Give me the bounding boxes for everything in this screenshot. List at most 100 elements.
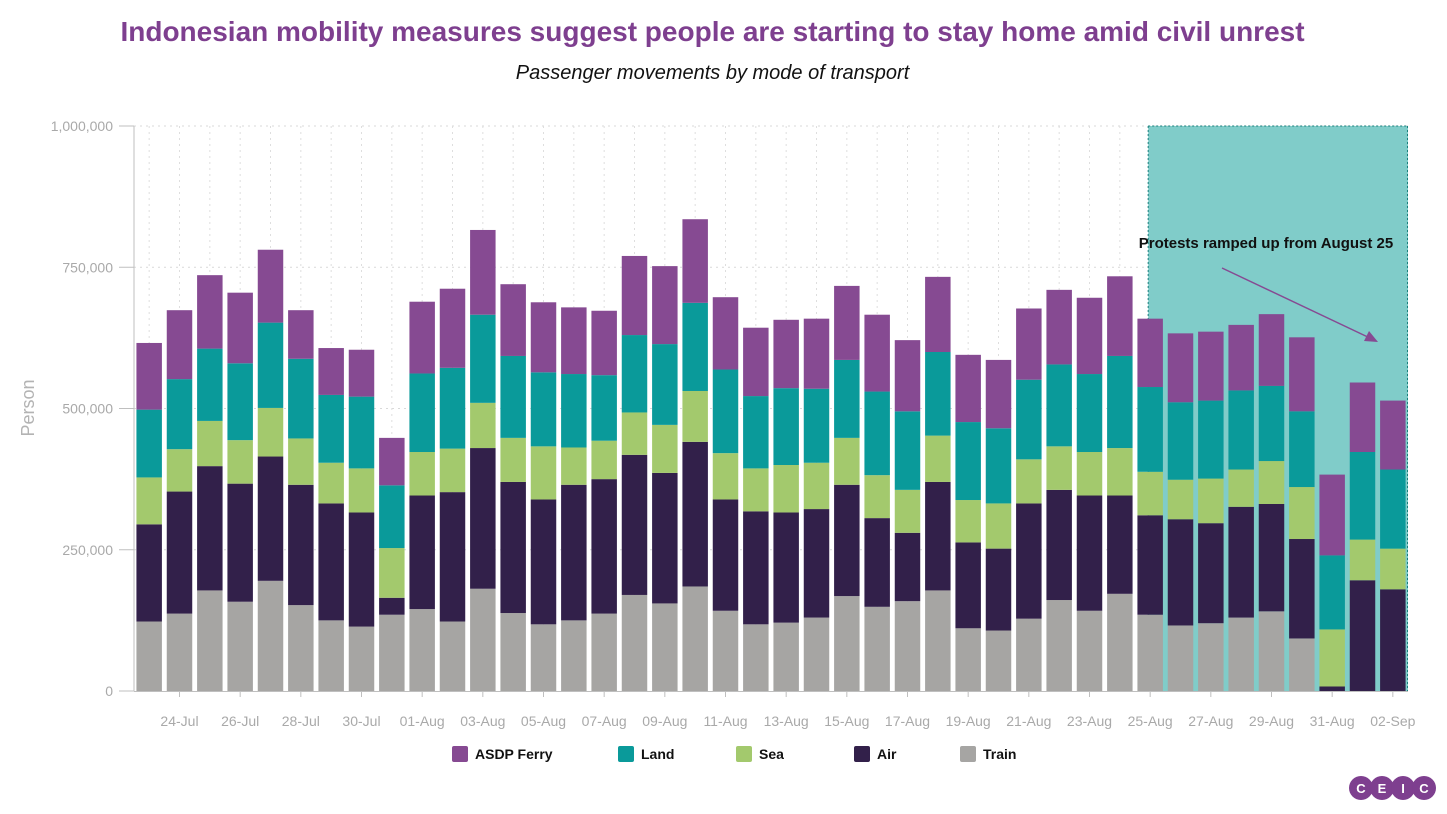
bar-sea: [348, 468, 375, 513]
bar-asdp-ferry: [227, 292, 253, 364]
bar-asdp-ferry: [379, 437, 405, 486]
x-tick-label: 31-Aug: [1310, 713, 1355, 729]
bar-sea: [318, 462, 344, 504]
x-tick-label: 30-Jul: [342, 713, 380, 729]
annotation-text: Protests ramped up from August 25: [1139, 235, 1394, 252]
chart-subtitle: Passenger movements by mode of transport: [515, 62, 910, 84]
bar-air: [318, 503, 344, 621]
legend-label: Sea: [759, 746, 784, 762]
bar-train: [682, 586, 708, 691]
logo-letter: E: [1370, 776, 1394, 800]
bar-land: [136, 409, 162, 478]
bar-land: [985, 428, 1012, 504]
bar-sea: [288, 438, 314, 485]
bar-air: [621, 454, 648, 595]
bar-asdp-ferry: [591, 310, 617, 376]
bar-land: [864, 391, 890, 476]
bar-air: [1349, 580, 1376, 691]
x-tick-label: 01-Aug: [400, 713, 445, 729]
x-tick-label: 11-Aug: [703, 713, 747, 729]
y-axis-label: Person: [18, 379, 38, 436]
bar-asdp-ferry: [318, 348, 344, 395]
bar-train: [288, 605, 314, 691]
bar-land: [803, 388, 830, 463]
bar-air: [925, 481, 951, 591]
bar-train: [1076, 610, 1103, 691]
bar-train: [318, 620, 344, 691]
bar-asdp-ferry: [530, 302, 557, 373]
bar-sea: [257, 407, 284, 457]
bar-asdp-ferry: [166, 310, 193, 380]
bar-sea: [1198, 478, 1224, 524]
bars: [136, 219, 1406, 691]
bar-land: [743, 396, 769, 469]
bar-asdp-ferry: [1076, 297, 1103, 375]
bar-sea: [925, 435, 951, 482]
bar-land: [652, 344, 678, 425]
x-tick-label: 07-Aug: [582, 713, 627, 729]
bar-sea: [1380, 548, 1406, 590]
bar-sea: [803, 462, 830, 510]
logo-letter: I: [1391, 776, 1415, 800]
bar-land: [470, 314, 496, 403]
x-tick-label: 25-Aug: [1128, 713, 1173, 729]
bar-asdp-ferry: [743, 327, 769, 397]
bar-train: [1167, 625, 1194, 691]
bar-train: [985, 630, 1012, 691]
bar-train: [894, 601, 921, 691]
bar-land: [591, 375, 617, 441]
bar-sea: [1228, 469, 1254, 507]
bar-air: [1137, 515, 1163, 615]
bar-train: [803, 617, 830, 691]
bar-land: [1046, 364, 1072, 447]
bar-train: [166, 613, 193, 691]
bar-sea: [1289, 487, 1315, 540]
bar-sea: [500, 437, 526, 482]
bar-asdp-ferry: [1016, 308, 1042, 380]
legend-swatch: [854, 746, 870, 762]
x-tick-label: 28-Jul: [282, 713, 320, 729]
annotation-arrow-head: [1364, 331, 1378, 342]
bar-land: [1167, 402, 1194, 480]
legend-item-air: Air: [854, 744, 896, 764]
bar-train: [1046, 600, 1072, 691]
bar-air: [834, 484, 860, 597]
bar-sea: [1076, 452, 1103, 496]
bar-asdp-ferry: [197, 275, 223, 349]
bar-asdp-ferry: [1228, 324, 1254, 391]
axes: 0 250,000 500,000 750,000 1,000,000 24-Jul 26-…: [18, 118, 1416, 729]
bar-asdp-ferry: [925, 276, 951, 352]
bar-land: [894, 411, 921, 490]
bar-asdp-ferry: [803, 318, 830, 389]
bar-sea: [1167, 479, 1194, 520]
bar-asdp-ferry: [470, 229, 496, 315]
bar-train: [652, 603, 678, 691]
bar-land: [1016, 379, 1042, 460]
bar-land: [925, 352, 951, 436]
logo-letter: C: [1349, 776, 1373, 800]
bar-asdp-ferry: [955, 354, 981, 423]
bar-air: [712, 499, 739, 611]
bar-land: [955, 422, 981, 501]
chart-title: Indonesian mobility measures suggest peo…: [120, 16, 1305, 47]
bar-air: [379, 597, 405, 615]
bar-air: [1016, 503, 1042, 619]
x-tick-label: 03-Aug: [460, 713, 505, 729]
bar-land: [1289, 411, 1315, 488]
bar-asdp-ferry: [288, 310, 314, 359]
bar-air: [500, 481, 526, 614]
bar-asdp-ferry: [1167, 333, 1194, 403]
bar-asdp-ferry: [1289, 337, 1315, 412]
bar-asdp-ferry: [1046, 289, 1072, 365]
bar-sea: [773, 465, 799, 513]
bar-train: [712, 610, 739, 691]
bar-asdp-ferry: [621, 255, 648, 336]
legend-item-land: Land: [618, 744, 674, 764]
bar-sea: [1319, 629, 1345, 687]
bar-train: [530, 624, 557, 691]
bar-land: [257, 322, 284, 408]
bar-train: [591, 613, 617, 691]
bar-air: [1107, 495, 1133, 594]
bar-land: [712, 369, 739, 454]
bar-land: [1228, 390, 1254, 470]
